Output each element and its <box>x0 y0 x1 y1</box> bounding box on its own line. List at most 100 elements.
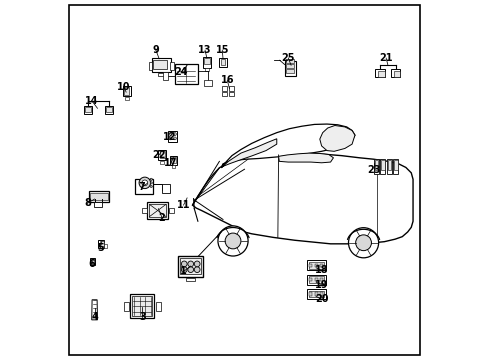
Bar <box>155 302 160 311</box>
Text: 16: 16 <box>220 75 234 85</box>
Bar <box>174 64 198 84</box>
Text: 11: 11 <box>177 200 190 210</box>
Text: 12: 12 <box>162 132 176 142</box>
Bar <box>169 156 177 165</box>
Bar <box>89 191 108 202</box>
Bar <box>228 86 233 91</box>
Text: 15: 15 <box>215 45 228 55</box>
Bar <box>160 161 163 163</box>
Bar <box>124 87 129 95</box>
Circle shape <box>169 133 172 135</box>
Circle shape <box>224 233 241 249</box>
Bar <box>220 59 225 64</box>
Bar <box>204 80 211 86</box>
Bar <box>204 68 208 71</box>
Bar <box>314 278 317 282</box>
Polygon shape <box>319 126 354 151</box>
Circle shape <box>150 182 152 184</box>
Bar <box>286 69 294 73</box>
Bar <box>309 264 312 267</box>
Bar <box>85 107 91 112</box>
Text: 14: 14 <box>85 96 99 106</box>
Text: 23: 23 <box>366 165 380 175</box>
Text: 2: 2 <box>158 213 165 222</box>
Bar <box>374 159 378 170</box>
Text: 13: 13 <box>198 45 211 55</box>
Bar <box>171 165 175 168</box>
Bar <box>284 60 296 76</box>
Bar <box>373 159 378 174</box>
Bar <box>163 72 168 80</box>
Polygon shape <box>221 124 354 168</box>
Bar <box>125 97 128 100</box>
Bar <box>393 71 400 77</box>
Bar <box>152 58 170 72</box>
Bar <box>308 276 323 283</box>
Bar <box>89 258 95 265</box>
Bar <box>148 62 152 70</box>
Bar <box>130 294 154 319</box>
Circle shape <box>218 226 247 256</box>
Circle shape <box>139 177 150 189</box>
Circle shape <box>173 133 176 135</box>
Circle shape <box>150 185 152 188</box>
Bar <box>378 71 384 77</box>
Bar <box>309 278 312 282</box>
Bar <box>392 159 398 174</box>
Text: 1: 1 <box>180 266 186 276</box>
Circle shape <box>194 261 200 267</box>
Bar <box>106 107 112 112</box>
Bar <box>149 204 165 217</box>
Bar <box>104 244 106 248</box>
Bar <box>314 292 317 296</box>
Bar <box>286 59 294 63</box>
Bar <box>124 302 129 311</box>
Bar <box>390 69 400 77</box>
Bar <box>375 69 384 77</box>
Bar <box>393 159 397 170</box>
Bar <box>98 240 104 248</box>
Bar <box>320 292 323 296</box>
Bar <box>90 193 107 201</box>
Bar <box>162 184 170 193</box>
Bar <box>202 57 211 68</box>
Circle shape <box>150 178 152 180</box>
Circle shape <box>194 267 200 273</box>
Bar <box>142 208 146 213</box>
Circle shape <box>348 228 378 258</box>
Text: 22: 22 <box>152 150 165 160</box>
Bar <box>309 292 312 296</box>
Bar <box>306 260 325 270</box>
Text: 4: 4 <box>91 312 98 322</box>
Text: 10: 10 <box>117 82 130 92</box>
Bar <box>306 289 325 299</box>
Bar <box>380 159 385 174</box>
Circle shape <box>181 267 187 273</box>
Circle shape <box>142 180 147 186</box>
Bar <box>306 275 325 285</box>
Text: 17: 17 <box>164 158 177 168</box>
Text: 20: 20 <box>314 294 327 304</box>
Bar <box>219 58 226 67</box>
Polygon shape <box>221 139 276 168</box>
Text: 6: 6 <box>88 259 95 269</box>
Circle shape <box>173 137 176 140</box>
Bar <box>90 260 94 264</box>
Text: 18: 18 <box>314 265 328 275</box>
Circle shape <box>187 267 193 273</box>
Bar <box>135 179 152 194</box>
Bar <box>180 258 201 274</box>
Bar <box>170 62 174 70</box>
Circle shape <box>181 261 187 267</box>
Text: 3: 3 <box>139 312 145 322</box>
Bar <box>158 73 164 76</box>
Bar <box>228 92 233 96</box>
Bar <box>308 291 323 297</box>
Bar <box>386 159 391 174</box>
Bar <box>186 278 195 282</box>
Bar <box>286 64 294 68</box>
Text: 19: 19 <box>314 280 327 290</box>
Text: 21: 21 <box>379 53 392 63</box>
Text: 24: 24 <box>174 67 187 77</box>
Bar <box>168 131 177 141</box>
